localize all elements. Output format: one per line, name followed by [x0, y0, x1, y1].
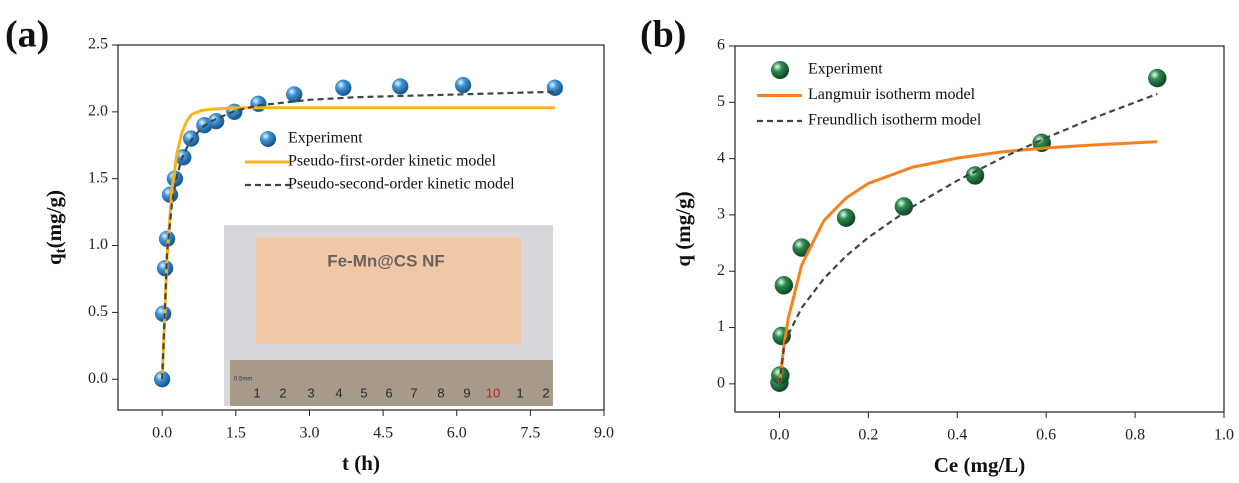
data-point — [836, 208, 856, 227]
data-point — [182, 130, 200, 147]
data-point — [774, 276, 794, 295]
fit-line — [778, 92, 1158, 384]
data-point — [250, 95, 267, 113]
y-tick-label: 1 — [717, 318, 725, 335]
x-tick-label: 0.0 — [769, 427, 789, 444]
legend-label: Pseudo-second-order kinetic model — [288, 176, 515, 193]
fit-line — [160, 106, 555, 380]
nanofiber-sheet — [256, 237, 521, 344]
x-tick-label: 0.2 — [858, 427, 878, 444]
legend-label: Pseudo-first-order kinetic model — [288, 153, 497, 170]
data-point — [454, 76, 472, 94]
legend-label: Langmuir isotherm model — [808, 86, 976, 103]
y-axis-label: qt(mg/g) — [42, 190, 70, 265]
x-tick-label: 0.4 — [947, 427, 967, 444]
x-tick-label: 0.6 — [1036, 427, 1056, 444]
y-tick-label: 1.0 — [88, 236, 108, 253]
ruler-label: 10 — [486, 385, 500, 400]
ruler-label: 9 — [463, 385, 470, 400]
y-tick-label: 2.5 — [88, 36, 108, 53]
y-tick-label: 2.0 — [88, 103, 108, 120]
panel-label: (a) — [5, 14, 49, 56]
x-axis-label: t (h) — [342, 451, 380, 475]
ruler-label: 7 — [410, 385, 417, 400]
ruler-label: 8 — [437, 385, 444, 400]
ruler-labels: 1 2 3 4 5 6 7 8 9 10 1 2 — [253, 385, 549, 400]
y-tick-label: 5 — [717, 93, 725, 110]
y-tick-label: 0 — [717, 375, 725, 392]
plot-frame — [117, 44, 605, 411]
x-axis-label: Ce (mg/L) — [934, 453, 1026, 477]
x-tick-label: 9.0 — [594, 425, 614, 442]
panel-label: (b) — [640, 14, 686, 56]
x-tick-label: 1.0 — [1214, 427, 1234, 444]
ruler-label: 4 — [335, 385, 342, 400]
legend-label: Experiment — [288, 130, 363, 147]
ruler-label: 3 — [307, 385, 314, 400]
inset-label: Fe-Mn@CS NF — [327, 251, 445, 270]
y-tick-label: 6 — [717, 37, 725, 54]
ruler-label: 5 — [360, 385, 367, 400]
data-point — [1148, 68, 1167, 88]
x-tick-label: 1.5 — [226, 425, 246, 442]
y-axis-label-sub: t — [53, 248, 69, 253]
ruler-label: 6 — [385, 385, 392, 400]
y-axis-label: q (mg/g) — [671, 191, 695, 266]
legend-marker — [771, 61, 789, 79]
x-tick-label: 7.5 — [520, 425, 540, 442]
y-axis-label-main: q (mg/g) — [671, 191, 695, 266]
plot-frame — [734, 45, 1225, 413]
x-tick-label: 4.5 — [373, 425, 393, 442]
x-tick-label: 0.8 — [1125, 427, 1145, 444]
ruler — [230, 360, 553, 406]
legend-label: Freundlich isotherm model — [808, 112, 982, 129]
x-tick-label: 0.0 — [152, 425, 172, 442]
ruler-label: 1 — [516, 385, 523, 400]
ruler-label: 2 — [279, 385, 286, 400]
y-tick-label: 3 — [717, 206, 725, 223]
ruler-label: 1 — [253, 385, 260, 400]
y-tick-label: 4 — [717, 149, 725, 166]
fit-line — [161, 90, 555, 380]
data-point — [285, 86, 303, 103]
x-tick-label: 6.0 — [447, 425, 467, 442]
y-tick-label: 0.5 — [88, 303, 108, 320]
inset-photo: Fe-Mn@CS NF 0.5mm 1 2 3 4 5 6 7 8 9 10 1 2 — [224, 225, 553, 406]
fit-line — [778, 140, 1158, 384]
ruler-unit: 0.5mm — [234, 377, 252, 383]
y-axis-label-unit: (mg/g) — [42, 190, 66, 248]
data-point — [335, 79, 352, 97]
data-point — [392, 78, 409, 95]
ruler-label: 2 — [542, 385, 549, 400]
y-axis-label-main: q — [42, 253, 66, 265]
legend-marker — [260, 131, 276, 147]
y-tick-label: 1.5 — [88, 169, 108, 186]
y-tick-label: 0.0 — [88, 370, 108, 387]
x-tick-label: 3.0 — [299, 425, 319, 442]
data-point — [546, 79, 564, 97]
legend-label: Experiment — [808, 61, 883, 78]
y-tick-label: 2 — [717, 262, 725, 279]
